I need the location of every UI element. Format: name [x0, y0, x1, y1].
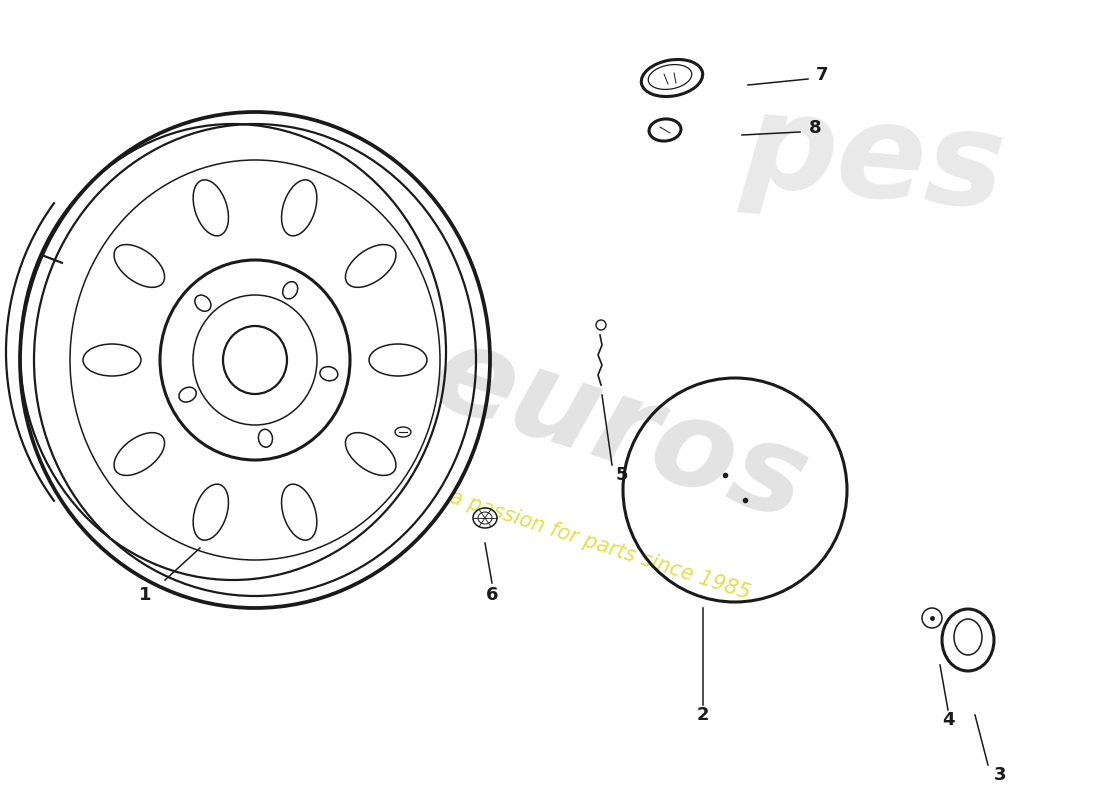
Text: 6: 6 — [486, 586, 498, 604]
Text: euros: euros — [418, 314, 822, 546]
Text: pes: pes — [737, 86, 1010, 234]
Text: 2: 2 — [696, 706, 710, 724]
Ellipse shape — [395, 427, 411, 437]
Text: 1: 1 — [139, 586, 152, 604]
Text: 4: 4 — [942, 711, 955, 729]
Text: 7: 7 — [816, 66, 828, 84]
Text: a passion for parts since 1985: a passion for parts since 1985 — [447, 487, 752, 603]
Ellipse shape — [473, 508, 497, 528]
Text: 8: 8 — [808, 119, 822, 137]
Text: 3: 3 — [993, 766, 1007, 784]
Text: 5: 5 — [616, 466, 628, 484]
